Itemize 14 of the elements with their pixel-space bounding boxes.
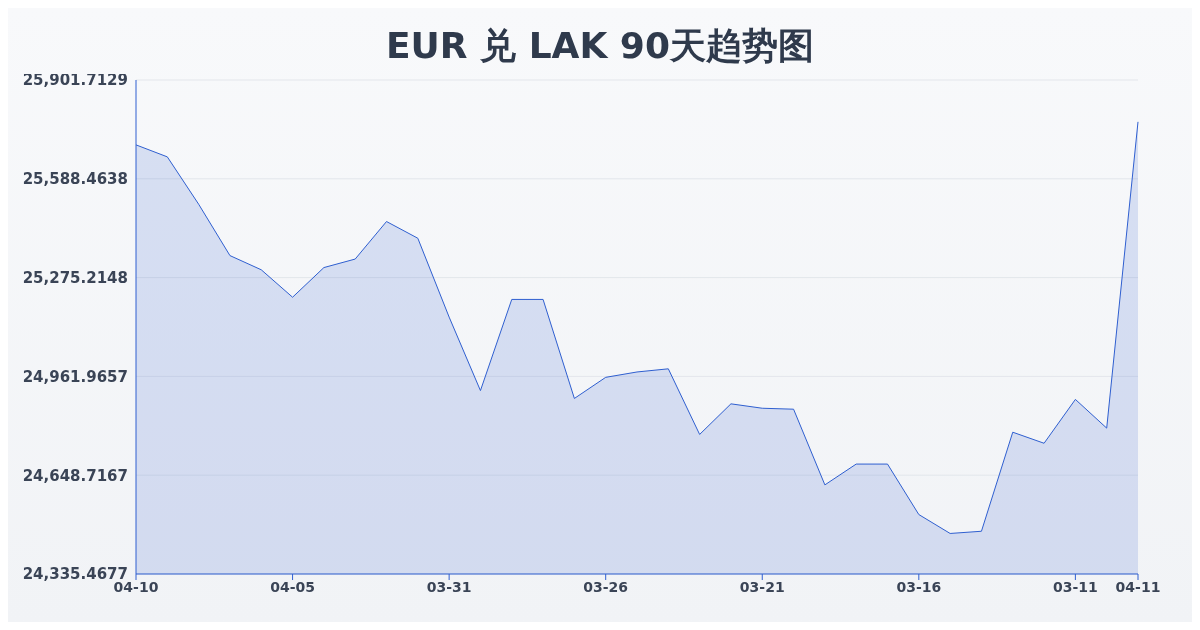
y-tick-label: 24,648.7167 <box>22 466 128 485</box>
x-tick-label: 04-05 <box>270 578 315 595</box>
y-tick-label: 25,275.2148 <box>22 268 128 287</box>
x-tick-label: 03-31 <box>426 578 472 595</box>
chart-title: EUR 兑 LAK 90天趋势图 <box>386 25 814 66</box>
y-tick-label: 25,901.7129 <box>22 71 128 90</box>
y-tick-label: 24,961.9657 <box>22 367 128 386</box>
x-tick-label: 03-11 <box>1052 578 1098 595</box>
x-tick-label: 03-16 <box>896 578 942 595</box>
x-tick-label: 03-21 <box>739 578 785 595</box>
x-tick-label: 03-26 <box>583 578 629 595</box>
x-tick-label: 04-10 <box>113 578 159 595</box>
x-tick-label: 04-11 <box>1115 578 1161 595</box>
y-tick-label: 25,588.4638 <box>22 170 128 189</box>
